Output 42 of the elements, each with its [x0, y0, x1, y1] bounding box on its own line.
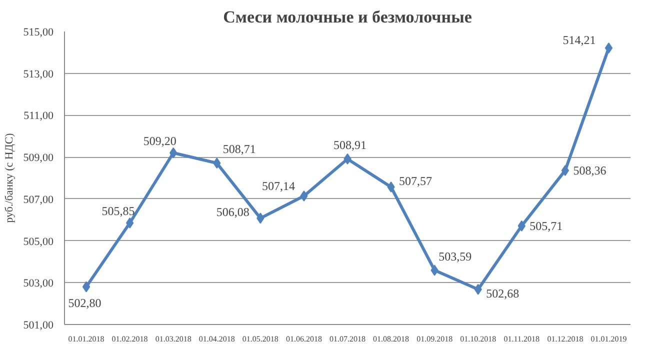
- y-tick-label: 501,00: [23, 320, 54, 332]
- point: [604, 42, 613, 54]
- x-tick-label: 01.08.2018: [373, 334, 410, 344]
- text: 508,91: [334, 138, 366, 152]
- x-tick-label: 01.12.2018: [547, 334, 584, 344]
- text: 507,57: [399, 174, 432, 188]
- point: [561, 164, 570, 176]
- x-tick-label: 01.11.2018: [504, 334, 540, 344]
- y-tick-label: 505,00: [23, 236, 54, 248]
- text: 502,80: [68, 296, 102, 310]
- x-tick-label: 01.06.2018: [286, 334, 322, 344]
- y-tick-label: 515,00: [23, 26, 54, 38]
- text: 507,14: [262, 179, 295, 193]
- text: 514,21: [562, 33, 596, 48]
- y-tick-label: 503,00: [23, 278, 54, 290]
- x-tick-label: 01.01.2018: [68, 334, 104, 344]
- y-tick-label: 509,00: [23, 152, 54, 164]
- text: 506,08: [216, 205, 250, 220]
- x-tick-label: 01.03.2018: [155, 334, 192, 344]
- x-tick-label: 01.01.2019: [590, 334, 627, 344]
- text: 505,71: [530, 218, 563, 233]
- x-tick-label: 01.05.2018: [242, 334, 278, 344]
- point: [82, 281, 90, 292]
- y-tick-label: 511,00: [24, 110, 54, 122]
- text: 508,36: [573, 163, 606, 178]
- x-tick-label: 01.02.2018: [112, 334, 148, 344]
- text: 502,68: [486, 286, 520, 300]
- x-tick-label: 01.10.2018: [460, 334, 496, 344]
- point: [126, 217, 134, 228]
- chart-title: Смеси молочные и безмолочные: [223, 8, 472, 26]
- point: [300, 190, 308, 202]
- x-tick-label: 01.09.2018: [416, 334, 453, 344]
- y-axis-title: руб./банку (с НДС): [3, 132, 16, 223]
- text: 503,59: [438, 249, 472, 264]
- x-tick-label: 01.04.2018: [198, 334, 235, 344]
- text: 505,85: [102, 204, 135, 218]
- text: 508,71: [222, 142, 256, 156]
- text: 509,20: [143, 134, 176, 148]
- point: [387, 182, 395, 192]
- y-tick-label: 507,00: [23, 194, 54, 206]
- y-tick-label: 513,00: [23, 68, 54, 80]
- x-tick-label: 01.07.2018: [330, 334, 366, 344]
